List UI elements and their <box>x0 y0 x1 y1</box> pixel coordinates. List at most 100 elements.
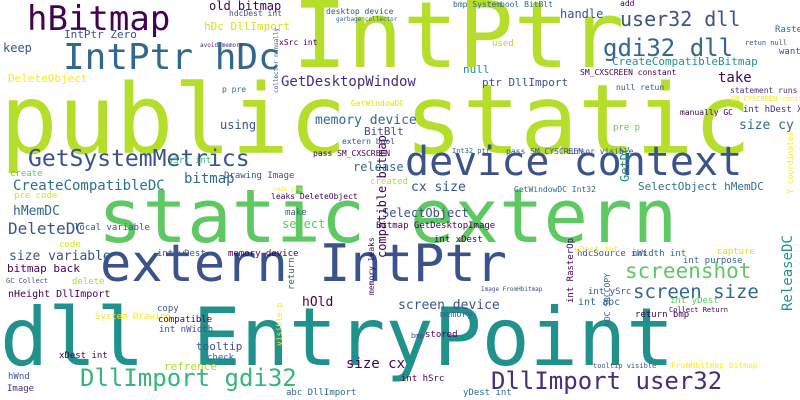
cloud-word: int yDest <box>670 296 719 306</box>
cloud-word: DeleteObject <box>8 72 88 85</box>
cloud-word: int nWidth <box>159 325 214 335</box>
cloud-word: ReleaseDC <box>780 235 796 311</box>
cloud-word: nWidth int <box>632 249 687 259</box>
cloud-word: release <box>353 160 404 174</box>
cloud-word: BitBlt <box>364 125 404 138</box>
cloud-word: avoid memory <box>200 42 244 49</box>
cloud-word: GC Collect <box>6 277 49 285</box>
cloud-word: visible p <box>275 302 284 346</box>
cloud-word: hdcSource int <box>577 249 648 259</box>
cloud-word: Image <box>7 384 35 394</box>
cloud-word: keep <box>3 41 32 55</box>
cloud-word: compatible <box>158 315 213 325</box>
cloud-word: create <box>10 169 43 179</box>
cloud-word: bitmap <box>184 171 235 187</box>
cloud-word: hMemDC <box>13 204 60 219</box>
cloud-word: check <box>207 353 235 363</box>
cloud-word: cursor visible <box>566 147 634 156</box>
cloud-word: handle <box>560 7 604 21</box>
cloud-word: used <box>492 39 514 49</box>
cloud-word: manually GC <box>680 108 733 117</box>
cloud-word: GetWindowDC Int32 <box>514 185 596 194</box>
cloud-word: garbage collector <box>336 16 398 23</box>
cloud-word: ptr DllImport <box>482 76 569 89</box>
cloud-word: retun null <box>745 39 788 47</box>
cloud-word: pre code <box>14 191 58 201</box>
cloud-word: Image FromHbitmap <box>481 286 543 293</box>
cloud-word: screenshot <box>625 259 752 283</box>
cloud-word: hWnd <box>8 372 30 382</box>
cloud-word: null retun <box>616 83 665 92</box>
cloud-word: DeleteDC <box>8 219 86 238</box>
cloud-word: want <box>779 47 800 57</box>
cloud-word: extern bool <box>342 137 395 146</box>
cloud-word: SelectObject hMemDC <box>638 180 764 193</box>
cloud-word: ySrc int <box>168 156 212 166</box>
cloud-word: memory device <box>315 113 417 128</box>
cloud-word: bool BitBlt <box>500 0 553 9</box>
cloud-word: Drawing Image <box>224 171 295 181</box>
cloud-word: size cy <box>739 118 794 133</box>
cloud-word: capture <box>717 247 755 257</box>
cloud-word: xDest int <box>59 351 108 361</box>
cloud-word: desktop device <box>326 7 394 16</box>
cloud-word: hDc DllImport <box>204 20 291 33</box>
cloud-word: gdi32 dll <box>603 34 734 62</box>
cloud-word: code pre <box>273 186 302 193</box>
cloud-word: local variable <box>74 223 150 233</box>
cloud-word: add <box>620 0 635 8</box>
cloud-word: copy <box>157 304 179 314</box>
cloud-word: bmp <box>411 332 424 340</box>
cloud-word: System Drawing <box>95 312 171 322</box>
cloud-word: IntPtr hDc <box>63 37 280 78</box>
cloud-word: GetDesktopWindow <box>281 74 416 90</box>
cloud-word: SM_CXSCREEN constant <box>580 68 677 77</box>
cloud-word: make <box>285 208 307 218</box>
cloud-word: int ySrc <box>588 287 632 297</box>
cloud-word: using <box>220 118 257 132</box>
cloud-word: statement runs <box>730 86 798 95</box>
cloud-word: memory <box>440 310 473 320</box>
cloud-word: hdcDest int <box>229 9 282 18</box>
cloud-word: CreateCompatibleBitmap <box>612 55 758 68</box>
cloud-word: int abc <box>578 297 621 308</box>
cloud-word: pass SM_CXSCREEN <box>313 149 391 158</box>
cloud-word: return <box>287 257 297 290</box>
cloud-word: DllImport gdi32 <box>80 364 297 392</box>
cloud-word: int wDest <box>157 249 206 259</box>
cloud-word: created <box>370 177 408 187</box>
cloud-word: user32 dll <box>620 7 741 31</box>
cloud-word: null <box>463 63 490 76</box>
cloud-word: screen device <box>398 298 500 313</box>
cloud-word: hDC SRCCOPY <box>603 273 612 326</box>
cloud-word: IntPtr Zero <box>64 28 137 41</box>
cloud-word: bmp System <box>453 0 502 9</box>
cloud-word: Y coordinates <box>786 131 795 194</box>
cloud-word: size cx <box>346 356 406 372</box>
cloud-word: SM_CYSCREEN constant <box>731 95 800 103</box>
cloud-word: tooltip visible <box>593 362 657 370</box>
cloud-word: DllImport user32 <box>491 367 723 395</box>
cloud-word: p pre <box>222 85 247 94</box>
cloud-word: old bitmap <box>209 0 282 13</box>
cloud-word: select <box>282 217 326 231</box>
cloud-word: Bitmap GetDesktopImage <box>376 221 496 231</box>
cloud-word: leaks DeleteObject <box>271 192 358 201</box>
cloud-word: size variable <box>9 249 111 264</box>
cloud-word: memory device <box>228 249 299 259</box>
cloud-word: nHeight DllImport <box>8 289 111 300</box>
cloud-word: stored <box>425 330 458 340</box>
cloud-word: cx size <box>411 180 466 195</box>
cloud-word: pass SM_CYSCREEN <box>506 147 584 156</box>
cloud-word: int xDest <box>434 235 483 245</box>
cloud-word: RasterOp DllImport <box>775 25 800 35</box>
cloud-word: code <box>59 240 81 250</box>
cloud-word: wDest int <box>575 245 619 254</box>
cloud-word: abc DllImport <box>286 388 357 398</box>
cloud-word: pre p <box>613 123 641 133</box>
cloud-word: delete <box>72 277 105 287</box>
cloud-word: dll EntryPoint <box>0 291 675 384</box>
cloud-word: take <box>718 70 752 86</box>
cloud-word: device context <box>405 139 743 185</box>
cloud-word: int hSrc <box>401 374 445 384</box>
